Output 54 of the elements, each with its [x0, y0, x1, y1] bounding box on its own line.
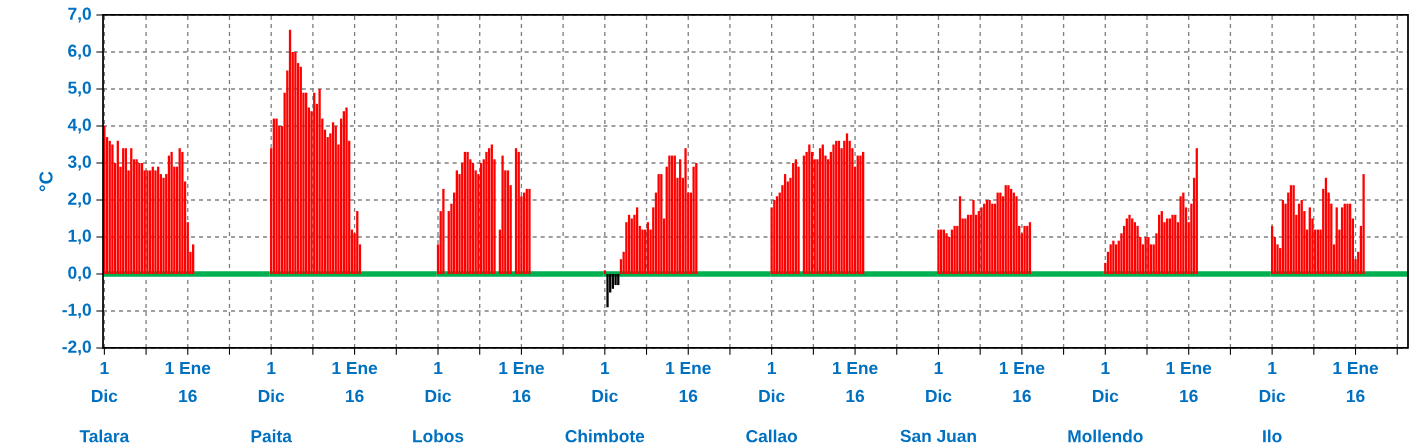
bar — [1179, 196, 1182, 274]
x-axis-title: Paita — [251, 429, 292, 443]
bar — [1112, 240, 1115, 274]
x-axis-title: San Juan — [900, 429, 976, 443]
bar — [345, 107, 348, 274]
y-tick-label: 1,0 — [68, 229, 91, 245]
x-axis-title: Lobos — [413, 429, 464, 443]
x-axis-title: Mollendo — [1068, 429, 1143, 443]
bar — [170, 151, 173, 274]
x-axis-title: Ilo — [1263, 429, 1282, 443]
y-tick-label: -2,0 — [62, 340, 91, 356]
x-tick-label: 1 Dic — [1092, 362, 1119, 403]
x-axis-title: Chimbote — [565, 429, 645, 443]
bar — [154, 170, 157, 274]
x-tick-label: 1 Dic — [759, 362, 785, 403]
y-tick-label: 5,0 — [68, 81, 91, 97]
x-tick-label: 1 Dic — [1259, 362, 1286, 403]
y-tick-label: 0,0 — [68, 266, 91, 282]
y-tick-label: 3,0 — [67, 155, 91, 171]
bar — [318, 88, 321, 274]
bar — [1128, 214, 1131, 274]
bar — [606, 273, 609, 308]
bar — [501, 155, 504, 274]
x-tick-label: 1 Ene 16 — [165, 362, 211, 403]
x-axis-title: Callao — [746, 429, 797, 443]
y-tick-label: 6,0 — [68, 44, 91, 60]
bar — [972, 199, 975, 274]
y-tick-label: 7,0 — [68, 7, 91, 23]
bar — [111, 144, 114, 274]
x-tick-label: 1 Ene 16 — [499, 362, 544, 403]
x-tick-label: 1 Ene 16 — [332, 362, 378, 403]
x-tick-label: 1 Ene 16 — [666, 362, 711, 403]
x-tick-label: 1 Dic — [425, 362, 451, 403]
x-tick-label: 1 Ene 16 — [833, 362, 878, 403]
bar — [684, 148, 687, 274]
x-axis-title: Talara — [79, 429, 130, 443]
y-tick-label: 2,0 — [68, 192, 91, 208]
x-tick-label: 1 Ene 16 — [1333, 362, 1379, 403]
x-tick-label: 1 Dic — [592, 362, 618, 403]
x-tick-label: 1 Dic — [258, 362, 285, 403]
x-tick-label: 1 Ene 16 — [999, 362, 1045, 403]
bar — [832, 144, 835, 274]
x-tick-label: 1 Dic — [926, 362, 952, 403]
bar — [1362, 174, 1365, 274]
y-axis-title: °C — [39, 171, 53, 192]
bar — [945, 233, 948, 274]
x-tick-label: 1 Dic — [92, 362, 118, 403]
y-tick-label: -1,0 — [62, 303, 91, 319]
bar — [442, 188, 445, 274]
bar — [980, 207, 983, 274]
bar — [603, 270, 606, 274]
bar — [1015, 196, 1018, 274]
x-tick-label: 1 Ene 16 — [1166, 362, 1212, 403]
y-tick-label: 4,0 — [67, 118, 91, 134]
